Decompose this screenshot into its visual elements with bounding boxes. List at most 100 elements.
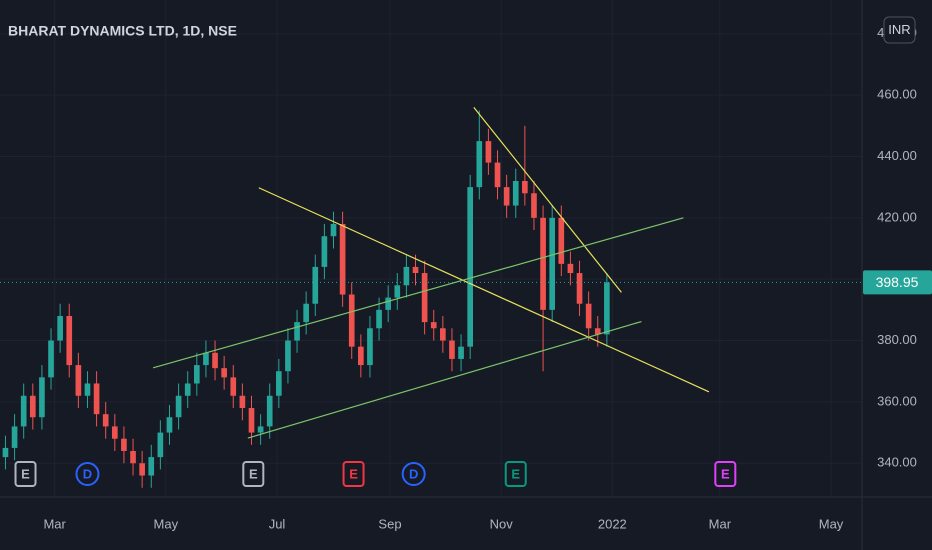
candle-body [576,273,583,304]
candle-body [531,193,537,218]
x-tick-label: May [154,516,179,531]
y-tick-label: 460.00 [877,87,917,102]
candle-body [193,365,200,384]
trend-line [258,187,710,393]
candle-body [412,266,419,274]
candle-body [2,447,9,458]
candle-body [330,223,337,237]
candle-body [66,315,73,366]
candle-body [175,395,182,418]
candle-body [166,417,173,433]
price-label: 398.95 [876,274,919,290]
candle-body [48,340,54,378]
candle-body [57,315,63,341]
candle-body [467,187,474,347]
candle-body [130,450,136,464]
candle-body [203,352,209,366]
x-tick-label: May [819,516,844,531]
candle-body [111,426,118,439]
candle-body [230,377,237,396]
candle-body [358,346,364,366]
candle-body [376,309,382,329]
event-marker[interactable] [504,461,527,487]
y-tick-label: 420.00 [877,209,917,224]
candle-body [594,328,601,335]
candle-body [512,181,519,206]
y-tick-label: 340.00 [877,455,917,470]
chart-title: BHARAT DYNAMICS LTD, 1D, NSE [8,23,237,39]
event-label[interactable]: D [409,466,418,481]
candle-body [239,395,246,409]
candle-body [39,377,45,418]
candle-body [449,340,455,359]
trend-line [247,320,642,439]
candle-body [430,322,437,329]
x-tick-label: Mar [43,516,66,531]
candle-body [503,187,510,206]
candle-body [385,297,391,310]
candle-body [604,282,610,335]
candle-body [339,223,346,295]
event-label[interactable]: E [349,466,358,481]
event-marker[interactable] [75,462,100,486]
candle-body [421,273,428,323]
trend-line [152,217,684,369]
candle-body [276,371,282,396]
candle-body [248,408,255,433]
candle-body [102,414,109,427]
y-tick-label: 380.00 [877,332,917,347]
y-tick-label: 440.00 [877,148,917,163]
candle-body [212,352,218,369]
candle-body [266,395,273,427]
candle-body [121,438,127,451]
event-label[interactable]: E [511,466,520,481]
event-marker[interactable] [342,461,365,487]
event-marker[interactable] [242,461,265,487]
candle-body [394,285,401,298]
x-tick-label: Mar [709,516,732,531]
candle-body [494,162,501,188]
event-label[interactable]: E [721,466,730,481]
event-label[interactable]: E [249,466,258,481]
candle-body [221,368,227,378]
candle-body [585,303,592,329]
candle-body [522,181,528,194]
candle-body [285,340,291,372]
candle-body [29,395,36,418]
candle-body [157,432,164,458]
currency-label[interactable]: INR [888,22,910,37]
candle-body [458,346,464,359]
candle-body [558,217,565,264]
candle-body [93,383,100,415]
candle-body [20,395,27,427]
candle-body [549,217,556,310]
event-marker[interactable] [14,461,37,487]
candle-body [321,236,328,267]
candle-body [139,463,145,476]
grid [0,0,862,497]
candle-body [367,328,373,366]
candle-body [11,426,18,448]
event-marker[interactable] [401,462,426,486]
price-label-box [863,270,932,295]
trend-line [473,107,622,293]
x-tick-label: Nov [490,516,514,531]
candle-body [303,303,309,323]
candle-body [440,328,446,341]
event-marker[interactable] [714,461,737,487]
x-tick-label: Sep [378,516,401,531]
candle-body [84,383,91,396]
candle-body [257,426,264,433]
candle-body [403,266,410,286]
event-label[interactable]: D [83,466,92,481]
candle-body [567,263,574,274]
candle-body [148,457,155,476]
x-tick-label: 2022 [598,516,627,531]
candle-body [476,141,483,188]
event-label[interactable]: E [21,466,30,481]
currency-button[interactable] [883,16,916,44]
y-tick-label: 360.00 [877,393,917,408]
candle-body [540,217,546,310]
